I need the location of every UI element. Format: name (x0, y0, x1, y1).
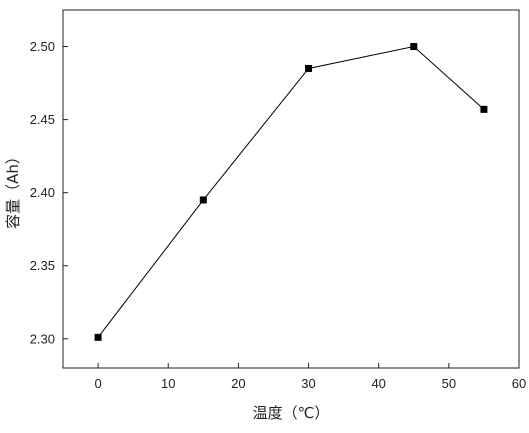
data-point-marker (480, 105, 488, 113)
y-tick-label: 2.40 (30, 185, 55, 200)
plot-frame (62, 9, 520, 369)
x-tick-label: 10 (161, 376, 175, 391)
y-axis-ticks: 2.30 2.35 2.40 2.45 2.50 (30, 39, 68, 346)
y-axis-title: 容量（Ah） (4, 149, 22, 229)
x-tick-label: 20 (231, 376, 245, 391)
series-layer (94, 43, 488, 341)
data-point-marker (410, 43, 418, 51)
x-tick-label: 60 (512, 376, 526, 391)
data-point-marker (94, 333, 102, 341)
x-tick-label: 40 (371, 376, 385, 391)
x-tick-label: 0 (94, 376, 101, 391)
x-tick-label: 50 (442, 376, 456, 391)
series-line (97, 45, 485, 338)
data-point-marker (199, 196, 207, 204)
y-tick-label: 2.50 (30, 39, 55, 54)
data-point-marker (305, 64, 313, 72)
x-axis-title: 温度（℃） (253, 404, 330, 422)
x-tick-label: 30 (301, 376, 315, 391)
x-axis-ticks: 0 10 20 30 40 50 60 (94, 363, 526, 391)
y-tick-label: 2.45 (30, 112, 55, 127)
y-tick-label: 2.35 (30, 258, 55, 273)
y-tick-label: 2.30 (30, 331, 55, 346)
